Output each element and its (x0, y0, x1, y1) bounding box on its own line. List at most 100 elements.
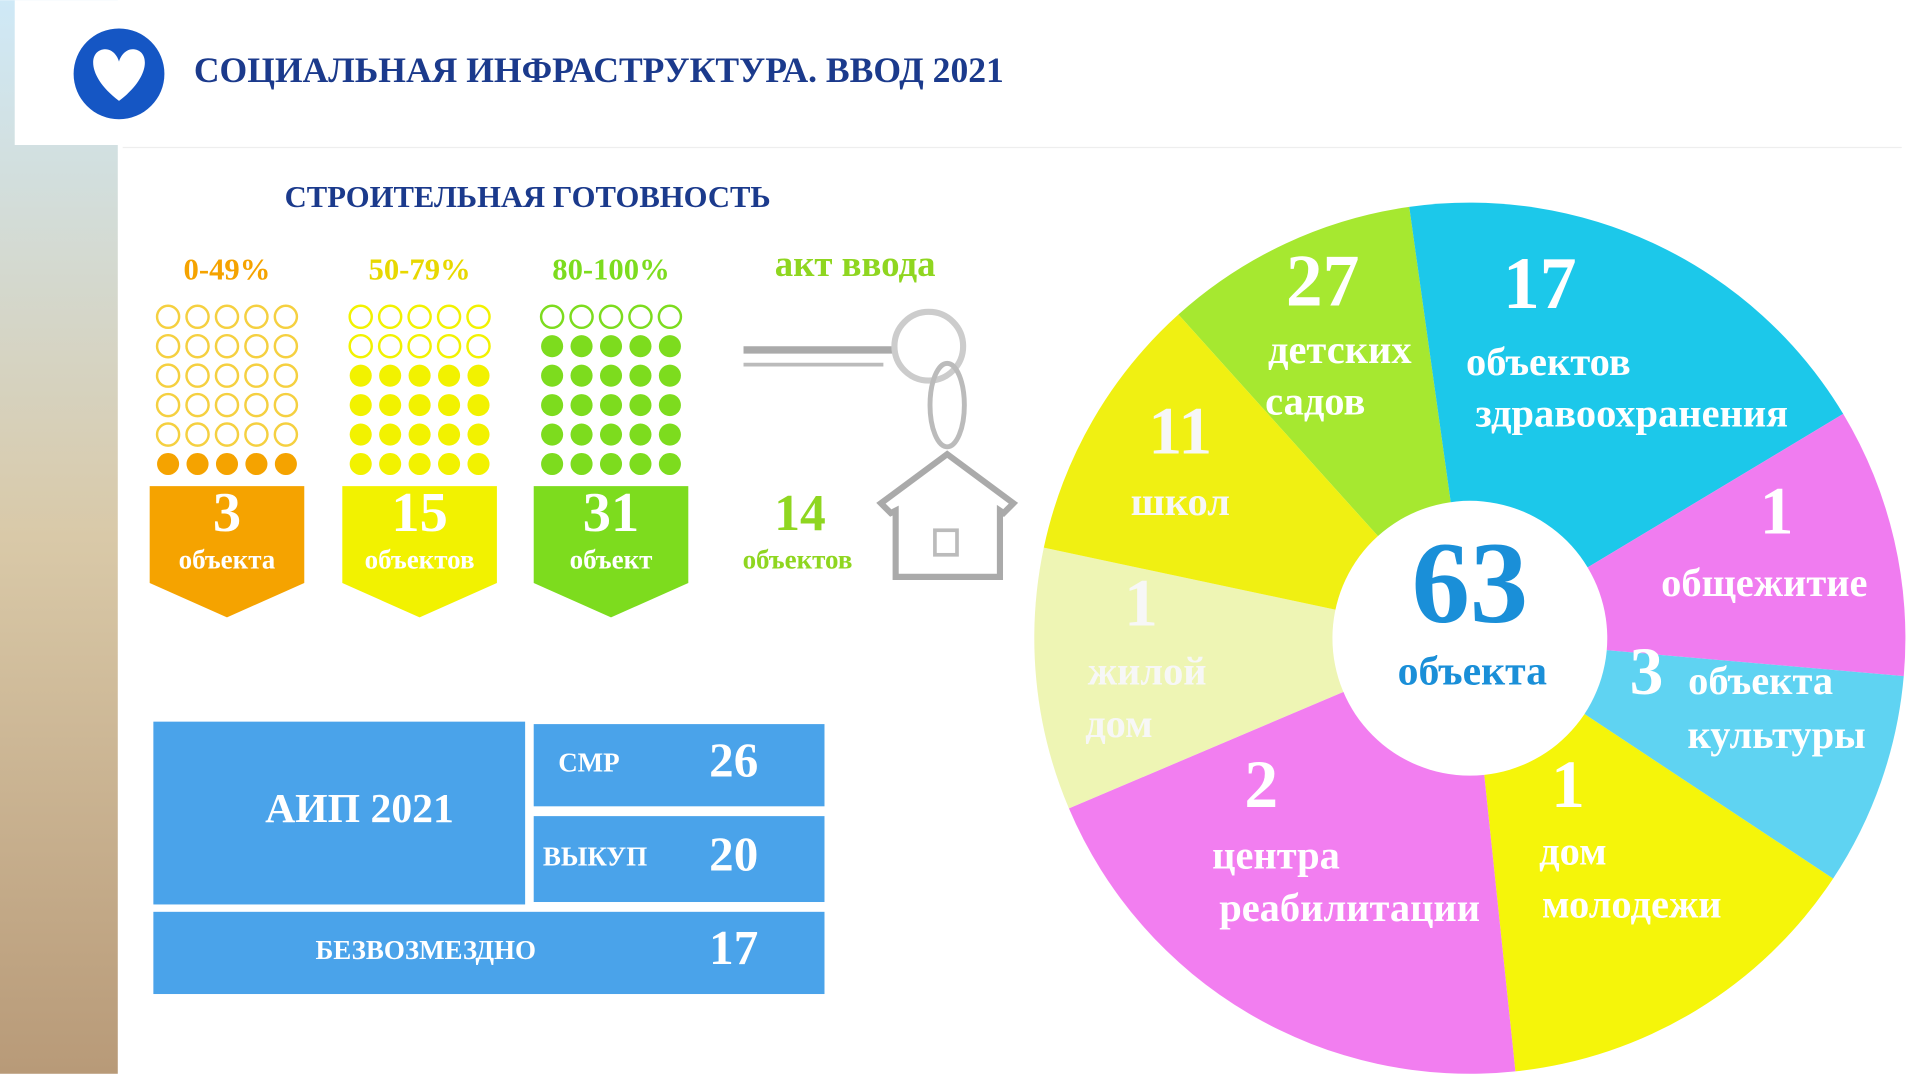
progress-dot (348, 304, 373, 330)
progress-dot (274, 452, 297, 476)
progress-dot (349, 423, 372, 446)
title: СОЦИАЛЬНАЯ ИНФРАСТРУКТУРА. ВВОД 2021 (194, 50, 1004, 90)
house-window (933, 528, 959, 557)
segment-label: школ (1131, 479, 1230, 524)
progress-dot (629, 423, 652, 446)
progress-dot (541, 423, 564, 446)
progress-dot (658, 423, 681, 446)
progress-dot (408, 452, 431, 476)
progress-dot (541, 452, 564, 476)
segment-label: реабилитации (1219, 885, 1480, 930)
progress-dot (214, 304, 240, 330)
progress-dot (377, 333, 403, 359)
segment-label: объекта (1688, 658, 1833, 703)
progress-dot (569, 304, 594, 330)
progress-dot (467, 452, 490, 476)
progress-dot (157, 452, 180, 476)
progress-dot (408, 394, 431, 417)
progress-dot (658, 452, 681, 476)
funding-value: 17 (709, 920, 758, 975)
progress-dot (570, 335, 593, 358)
progress-dot (407, 304, 432, 330)
key-ring (927, 360, 967, 450)
progress-dot (629, 364, 652, 387)
progress-dot (658, 394, 681, 417)
segment-value: 27 (1286, 239, 1360, 321)
count-badge (533, 486, 689, 618)
progress-dot (155, 363, 181, 388)
segment-label: жилой (1088, 648, 1207, 693)
progress-dot (436, 304, 462, 330)
progress-dot (185, 304, 210, 330)
segment-label: детских (1268, 327, 1412, 372)
progress-dot (273, 392, 299, 418)
progress-dot (214, 333, 240, 359)
progress-dot (244, 304, 269, 330)
progress-dot (629, 335, 652, 358)
progress-dot (273, 422, 299, 447)
wheel (1034, 202, 1906, 1074)
progress-dot (273, 304, 299, 330)
progress-dot (541, 335, 564, 358)
progress-dot (467, 364, 490, 387)
progress-dot (408, 423, 431, 446)
progress-dot (467, 423, 490, 446)
progress-dot (185, 333, 210, 359)
progress-dot (438, 394, 461, 417)
progress-dot (155, 333, 181, 359)
segment-value: 11 (1148, 394, 1212, 469)
side-image (0, 0, 118, 1074)
progress-dot (407, 333, 432, 359)
progress-dot (539, 304, 565, 330)
segment-value: 2 (1244, 747, 1278, 822)
progress-dot (214, 422, 240, 447)
wheel-segment (1034, 547, 1470, 809)
progress-dot (348, 333, 373, 359)
progress-dot (408, 364, 431, 387)
act-unit: объектов (743, 544, 853, 574)
progress-dot (628, 304, 653, 330)
segment-label: садов (1265, 378, 1365, 423)
progress-dot (379, 452, 402, 476)
progress-dot (377, 304, 403, 330)
count: 31 (583, 482, 639, 544)
progress-dot (570, 423, 593, 446)
progress-dot (599, 452, 623, 476)
progress-dot (541, 364, 564, 387)
count-badge (149, 486, 305, 618)
progress-dot (466, 333, 491, 359)
progress-dot (438, 423, 461, 446)
progress-dot (599, 394, 623, 417)
act-group: акт ввода 14 объектов (743, 243, 1019, 580)
logo-heart (93, 49, 145, 101)
progress-dot (599, 423, 623, 446)
funding-label: ВЫКУП (543, 841, 647, 871)
progress-dot (629, 452, 652, 476)
funding-box (533, 724, 825, 807)
act-label: акт ввода (775, 243, 936, 284)
progress-dot (273, 363, 299, 388)
progress-dot (466, 304, 491, 330)
segment-value: 1 (1124, 565, 1158, 640)
progress-dot (349, 452, 372, 476)
progress-dot (599, 335, 623, 358)
readiness-title: СТРОИТЕЛЬНАЯ ГОТОВНОСТЬ (285, 180, 771, 214)
segment-value: 3 (1630, 634, 1664, 709)
segment-label: молодежи (1542, 881, 1722, 926)
segment-value: 1 (1551, 747, 1585, 822)
wheel-total: 63 (1412, 519, 1529, 648)
segment-value: 17 (1503, 242, 1577, 324)
progress-dot (570, 452, 593, 476)
progress-dot (657, 304, 683, 330)
count-unit: объект (570, 544, 653, 574)
progress-dot (155, 422, 181, 447)
progress-dot (186, 452, 209, 476)
funding-label: БЕЗВОЗМЕЗДНО (315, 935, 536, 965)
progress-dot (214, 392, 240, 418)
progress-dot (570, 364, 593, 387)
count: 3 (213, 482, 241, 544)
funding-label: СМР (558, 747, 619, 777)
progress-dot (658, 335, 681, 358)
